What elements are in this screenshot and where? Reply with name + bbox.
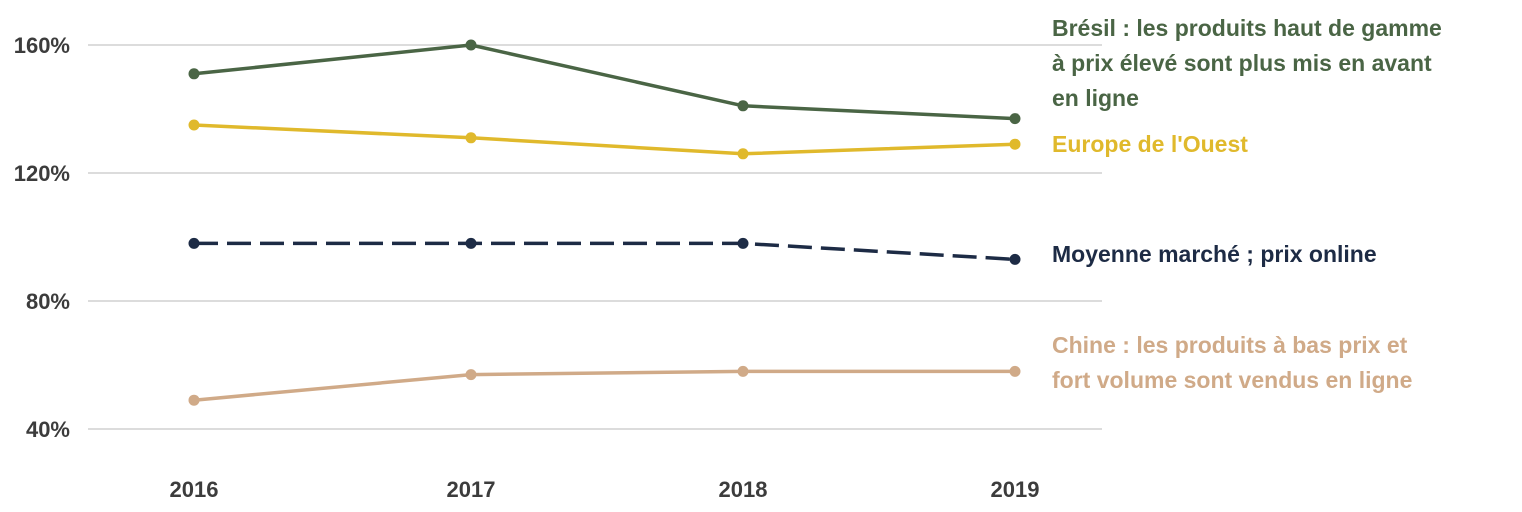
series-line	[193, 123, 1016, 156]
x-axis-ticks: 2016 2017 2018 2019	[170, 477, 1040, 502]
series-line	[194, 241, 1016, 262]
series-label-line: Chine : les produits à bas prix et	[1052, 332, 1408, 358]
x-tick-label: 2019	[991, 477, 1040, 502]
x-tick-label: 2016	[170, 477, 219, 502]
series-0	[188, 39, 1021, 125]
series-1	[188, 119, 1021, 160]
data-point	[188, 68, 200, 80]
series-label-line: en ligne	[1052, 85, 1139, 111]
x-tick-label: 2017	[447, 477, 496, 502]
y-tick-label: 80%	[26, 289, 70, 314]
data-point	[465, 369, 477, 381]
series-label: Chine : les produits à bas prix et fort v…	[1052, 332, 1412, 393]
x-tick-label: 2018	[719, 477, 768, 502]
data-point	[188, 119, 200, 131]
series-line	[193, 43, 1016, 121]
series-group	[188, 39, 1021, 406]
series-label: Europe de l'Ouest	[1052, 131, 1248, 157]
data-point	[737, 148, 749, 160]
series-2	[188, 237, 1021, 265]
series-label-line: Europe de l'Ouest	[1052, 131, 1248, 157]
data-point	[465, 132, 477, 144]
data-point	[465, 237, 477, 249]
series-label-line: Brésil : les produits haut de gamme	[1052, 15, 1442, 41]
y-tick-label: 120%	[14, 161, 70, 186]
series-label-line: à prix élevé sont plus mis en avant	[1052, 50, 1432, 76]
data-point	[188, 394, 200, 406]
data-point	[1009, 365, 1021, 377]
series-line	[193, 369, 1015, 402]
series-labels: Brésil : les produits haut de gamme à pri…	[1052, 15, 1442, 393]
series-label: Moyenne marché ; prix online	[1052, 241, 1377, 267]
data-point	[1009, 253, 1021, 265]
data-point	[465, 39, 477, 51]
series-label-line: fort volume sont vendus en ligne	[1052, 367, 1412, 393]
data-point	[737, 100, 749, 112]
y-tick-label: 160%	[14, 33, 70, 58]
data-point	[737, 237, 749, 249]
series-label: Brésil : les produits haut de gamme à pri…	[1052, 15, 1442, 111]
data-point	[1009, 113, 1021, 125]
y-tick-label: 40%	[26, 417, 70, 442]
data-point	[1009, 138, 1021, 150]
data-point	[188, 237, 200, 249]
gridlines	[88, 44, 1102, 430]
series-label-line: Moyenne marché ; prix online	[1052, 241, 1377, 267]
data-point	[737, 365, 749, 377]
series-3	[188, 365, 1021, 406]
y-axis-ticks: 160% 120% 80% 40%	[14, 33, 70, 442]
